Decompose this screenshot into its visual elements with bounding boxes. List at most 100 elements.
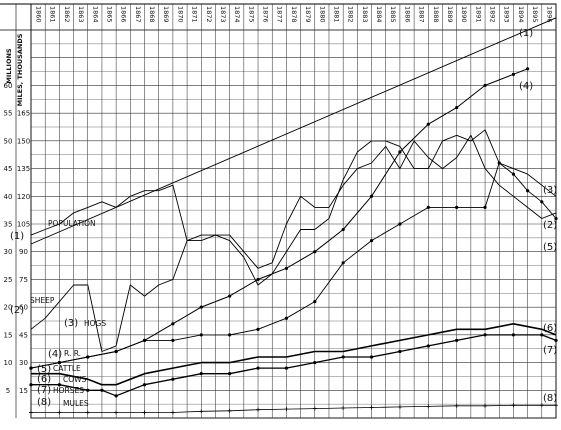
- point-horses: [540, 333, 544, 337]
- point-mules: [227, 408, 232, 413]
- y-tick-right: 90: [19, 248, 28, 256]
- point-cattle: [284, 316, 289, 320]
- series-number-right-rr: (4): [519, 81, 533, 92]
- point-rr: [526, 67, 530, 71]
- point-cattle: [114, 349, 118, 354]
- point-mules: [170, 410, 175, 415]
- series-number-left-horses: (7): [37, 385, 51, 396]
- point-horses: [256, 366, 260, 370]
- series-number-left-cattle: (5): [37, 364, 51, 375]
- point-horses: [455, 338, 459, 342]
- series-number-right-population: (1): [519, 28, 533, 39]
- y-tick-labels: 5 10 15 20 25 30 35 40 45 50 55 60 15 30 45 60 75 90 105 12…: [4, 82, 31, 395]
- point-horses: [86, 388, 90, 392]
- y-tick-right: 30: [19, 359, 28, 367]
- point-cattle: [256, 327, 260, 331]
- point-rr: [511, 72, 516, 76]
- series-line-hogs: [30, 129, 557, 286]
- point-mules: [142, 410, 147, 415]
- point-horses: [313, 360, 317, 365]
- x-tick-label: 1878: [290, 6, 298, 23]
- point-cattle: [341, 261, 345, 265]
- point-rr: [228, 294, 232, 298]
- left-axis-title: MILLIONS: [5, 48, 13, 84]
- point-horses: [57, 383, 61, 387]
- y-tick-left: 55: [4, 110, 13, 118]
- point-horses: [369, 355, 374, 359]
- point-horses: [426, 344, 430, 348]
- y-tick-right: 150: [17, 137, 30, 145]
- y-tick-right: 165: [17, 110, 30, 118]
- point-horses: [511, 333, 516, 337]
- point-mules: [554, 403, 558, 408]
- right-axis-title: MILES, THOUSANDS: [16, 33, 24, 106]
- series-number-left-cows: (6): [37, 374, 51, 385]
- point-mules: [114, 410, 119, 415]
- series-number-right-cows: (6): [543, 323, 557, 334]
- x-tick-labels: 1860 1861 1862 1863 1864 1865 1866 1867 1868 1869…: [35, 6, 561, 23]
- x-tick-label: 1861: [49, 6, 57, 23]
- y-tick-left: 50: [4, 137, 13, 145]
- point-horses: [114, 394, 118, 398]
- series-line-mules: [31, 404, 556, 413]
- y-tick-right: 120: [17, 193, 30, 201]
- x-tick-label: 1897: [560, 6, 561, 23]
- series-group: [29, 17, 558, 415]
- x-tick-label: 1864: [91, 6, 99, 23]
- x-tick-label: 1862: [63, 6, 71, 23]
- y-tick-left: 5: [6, 387, 10, 395]
- point-cattle: [142, 338, 147, 342]
- point-mules: [341, 406, 346, 411]
- series-name-cattle: CATTLE: [53, 364, 81, 373]
- series-line-cows: [31, 322, 557, 386]
- point-rr: [313, 250, 317, 254]
- point-rr: [369, 194, 374, 198]
- y-tick-right: 60: [19, 304, 28, 312]
- point-rr: [284, 266, 289, 270]
- series-name-mules: MULES: [63, 399, 89, 408]
- series-line-cattle: [30, 162, 557, 369]
- y-tick-right: 45: [19, 331, 28, 339]
- x-tick-label: 1889: [446, 6, 454, 23]
- series-number-left-mules: (8): [37, 397, 51, 408]
- x-tick-label: 1881: [332, 6, 340, 23]
- x-tick-label: 1885: [389, 6, 397, 23]
- y-tick-left: 10: [4, 359, 13, 367]
- y-tick-left: 25: [4, 276, 13, 284]
- x-tick-label: 1879: [304, 6, 312, 23]
- x-tick-label: 1874: [233, 6, 241, 23]
- point-horses: [100, 388, 104, 392]
- x-tick-label: 1860: [35, 6, 43, 23]
- point-mules: [511, 403, 516, 408]
- grid: [0, 3, 557, 419]
- point-mules: [57, 410, 62, 415]
- point-mules: [312, 406, 317, 411]
- y-tick-left: 35: [4, 221, 13, 229]
- x-tick-label: 1883: [361, 6, 369, 23]
- point-rr: [171, 322, 175, 326]
- point-cattle: [483, 205, 487, 209]
- series-number-left-population: (1): [10, 231, 24, 242]
- series-name-cows: COWS: [63, 375, 87, 384]
- point-mules: [199, 409, 204, 414]
- point-cattle: [369, 239, 374, 243]
- point-horses: [554, 338, 558, 342]
- x-tick-label: 1876: [262, 6, 270, 23]
- point-horses: [171, 377, 175, 381]
- y-tick-right: 15: [19, 387, 28, 395]
- x-tick-label: 1872: [205, 6, 213, 23]
- x-tick-label: 1877: [276, 6, 284, 23]
- x-tick-label: 1882: [347, 6, 355, 23]
- series-number-left-sheep: (2): [10, 305, 24, 316]
- point-cattle: [455, 205, 459, 209]
- point-rr: [256, 277, 260, 282]
- y-tick-right: 105: [17, 221, 30, 229]
- series-line-horses: [31, 334, 557, 397]
- point-cattle: [554, 216, 558, 221]
- point-horses: [228, 372, 232, 376]
- x-tick-label: 1863: [77, 6, 85, 23]
- point-rr: [455, 106, 459, 110]
- series-labels: (1) POPULATION (1) (2) SHEEP (2) (3) HOGS (3) (4)…: [10, 28, 557, 408]
- point-cattle: [199, 333, 203, 337]
- x-tick-label: 1890: [460, 6, 468, 23]
